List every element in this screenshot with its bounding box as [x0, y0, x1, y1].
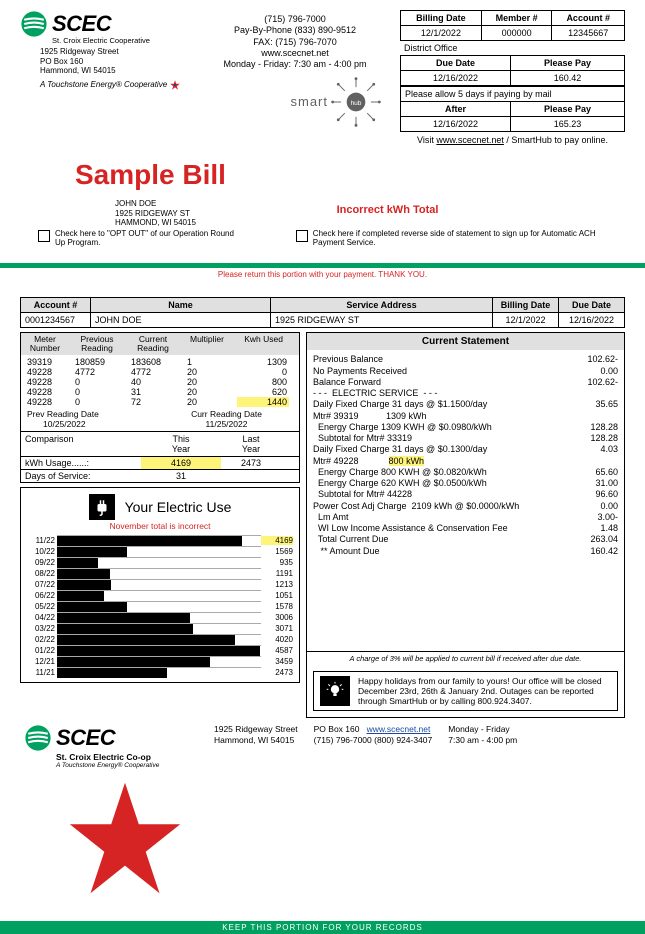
usage-bar-row: 06/221051 — [27, 590, 293, 601]
usage-bar-row: 03/223071 — [27, 623, 293, 634]
statement-line: Daily Fixed Charge 31 days @ $0.1300/day… — [313, 444, 618, 455]
statement-line: WI Low Income Assistance & Conservation … — [313, 523, 618, 534]
usage-bar-row: 11/212473 — [27, 667, 293, 678]
meter-row: 49228072201440 — [25, 397, 295, 407]
statement-line: Mtr# 49228 800 kWh — [313, 456, 618, 467]
usage-bar-row: 05/221578 — [27, 601, 293, 612]
keep-strip: KEEP THIS PORTION FOR YOUR RECORDS — [0, 921, 645, 934]
statement-line: Energy Charge 800 KWH @ $0.0820/kWh65.60 — [313, 467, 618, 478]
usage-bar-row: 04/223006 — [27, 612, 293, 623]
usage-subtitle-annotation: November total is incorrect — [27, 521, 293, 531]
usage-bar-row: 10/221569 — [27, 546, 293, 557]
meter-row: 3931918085918360811309 — [25, 357, 295, 367]
checkbox-icon[interactable] — [296, 230, 308, 242]
company-address: 1925 Ridgeway Street PO Box 160 Hammond,… — [40, 47, 190, 76]
smarthub-logo: smart hub — [198, 74, 386, 130]
meter-row: 4922803120620 — [25, 387, 295, 397]
billing-summary: Billing Date Member # Account # 12/1/202… — [400, 10, 625, 145]
visit-line: Visit www.scecnet.net / SmartHub to pay … — [400, 135, 625, 145]
company-name: SCEC — [56, 725, 115, 751]
electric-use-panel: Your Electric Use November total is inco… — [20, 487, 300, 683]
usage-bar-row: 07/221213 — [27, 579, 293, 590]
account-summary-table: Account # Name Service Address Billing D… — [20, 297, 625, 328]
statement-line: Lm Amt3.00- — [313, 512, 618, 523]
district-office: District Office — [400, 41, 625, 55]
usage-bar-row: 11/224169 — [27, 535, 293, 546]
late-fee-note: A charge of 3% will be applied to curren… — [307, 651, 624, 665]
statement-line: - - - ELECTRIC SERVICE - - - — [313, 388, 618, 399]
incorrect-kwh-annotation: Incorrect kWh Total — [150, 204, 625, 216]
scec-logo-icon — [20, 10, 48, 38]
statement-line: No Payments Received0.00 — [313, 366, 618, 377]
sample-bill-title: Sample Bill — [75, 159, 625, 191]
company-subtitle: St. Croix Electric Cooperative — [52, 36, 190, 45]
meter-reading-panel: Meter Number Previous Reading Current Re… — [20, 332, 300, 483]
th-account: Account # — [552, 11, 625, 26]
current-statement-panel: Current Statement Previous Balance102.62… — [306, 332, 625, 718]
return-strip: Please return this portion with your pay… — [0, 263, 645, 279]
statement-line: Subtotal for Mtr# 4422896.60 — [313, 489, 618, 500]
lightbulb-icon — [320, 676, 350, 706]
statement-line: Power Cost Adj Charge 2109 kWh @ $0.0000… — [313, 501, 618, 512]
checkbox-icon[interactable] — [38, 230, 50, 242]
comparison-row: Days of Service:31 — [21, 469, 299, 482]
company-name: SCEC — [52, 11, 111, 37]
comparison-row: kWh Usage......:41692473 — [21, 456, 299, 469]
svg-text:hub: hub — [351, 100, 362, 107]
usage-bar-row: 01/224587 — [27, 645, 293, 656]
statement-line: ** Amount Due160.42 — [313, 546, 618, 557]
statement-line: Daily Fixed Charge 31 days @ $1.1500/day… — [313, 399, 618, 410]
scec-logo-icon — [24, 724, 52, 752]
statement-line: Subtotal for Mtr# 33319128.28 — [313, 433, 618, 444]
th-member: Member # — [481, 11, 552, 26]
plug-icon — [89, 494, 115, 520]
touchstone-tagline: A Touchstone Energy® Cooperative — [40, 79, 190, 91]
statement-line: Total Current Due263.04 — [313, 534, 618, 545]
th-billing-date: Billing Date — [401, 11, 482, 26]
statement-line: Balance Forward102.62- — [313, 377, 618, 388]
optout-checkbox[interactable]: Check here to "OPT OUT" of our Operation… — [38, 230, 246, 248]
statement-line: Mtr# 39319 1309 kWh — [313, 411, 618, 422]
ach-checkbox[interactable]: Check here if completed reverse side of … — [296, 230, 607, 248]
usage-bar-row: 12/213459 — [27, 656, 293, 667]
meter-row: 4922847724772200 — [25, 367, 295, 377]
holiday-message: Happy holidays from our family to yours!… — [313, 671, 618, 712]
statement-line: Previous Balance102.62- — [313, 354, 618, 365]
allow-5-days: Please allow 5 days if paying by mail — [400, 86, 625, 101]
usage-bar-row: 08/221191 — [27, 568, 293, 579]
meter-row: 4922804020800 — [25, 377, 295, 387]
usage-bar-row: 09/22935 — [27, 557, 293, 568]
logo-block: SCEC St. Croix Electric Cooperative 1925… — [20, 10, 190, 145]
usage-bar-row: 02/224020 — [27, 634, 293, 645]
contact-block: (715) 796-7000 Pay-By-Phone (833) 890-95… — [198, 10, 392, 145]
statement-line: Energy Charge 1309 KWH @ $0.0980/kWh128.… — [313, 422, 618, 433]
statement-line: Energy Charge 620 KWH @ $0.0500/kWh31.00 — [313, 478, 618, 489]
page-footer: SCEC St. Croix Electric Co-op A Touchsto… — [20, 722, 625, 911]
